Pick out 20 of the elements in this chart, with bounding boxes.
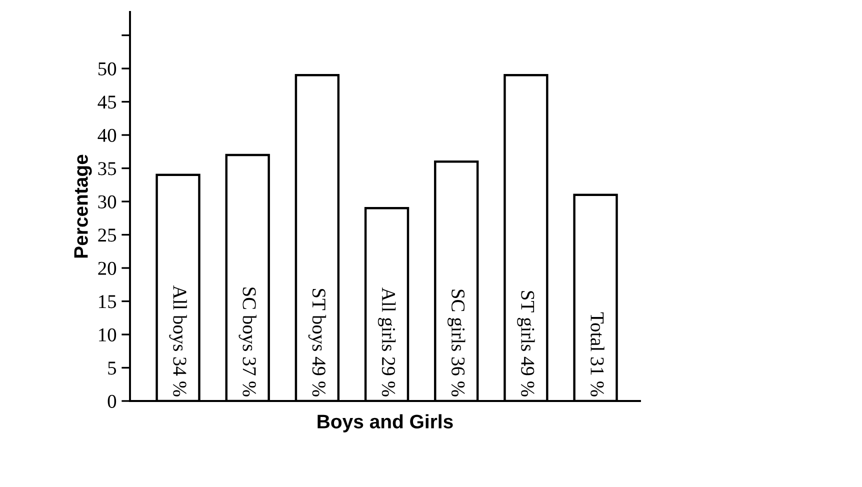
data-label: SC boys 37 % [238, 288, 256, 396]
y-tick-label: 40 [98, 128, 116, 142]
x-axis-title: Boys and Girls [318, 414, 453, 432]
y-tick-label: 50 [98, 62, 116, 76]
data-label: ST girls 49 % [517, 291, 535, 396]
data-label: SC girls 36 % [448, 290, 466, 396]
y-tick-label: 15 [99, 295, 116, 308]
data-label: All boys 34 % [169, 285, 187, 396]
y-axis-title: Percentage [74, 154, 92, 258]
data-label: ST boys 49 % [308, 289, 326, 396]
y-tick-label: 0 [108, 394, 116, 408]
y-tick-label: 5 [108, 362, 116, 375]
data-label: All girls 29 % [378, 288, 396, 396]
y-tick-label: 25 [98, 228, 116, 242]
data-label: Total 31 % [590, 312, 604, 396]
y-tick-label: 35 [98, 162, 116, 176]
y-tick-label: 45 [98, 96, 116, 109]
y-tick-label: 10 [99, 328, 116, 342]
y-tick-label: 30 [98, 195, 116, 208]
y-tick-label: 20 [98, 262, 116, 275]
